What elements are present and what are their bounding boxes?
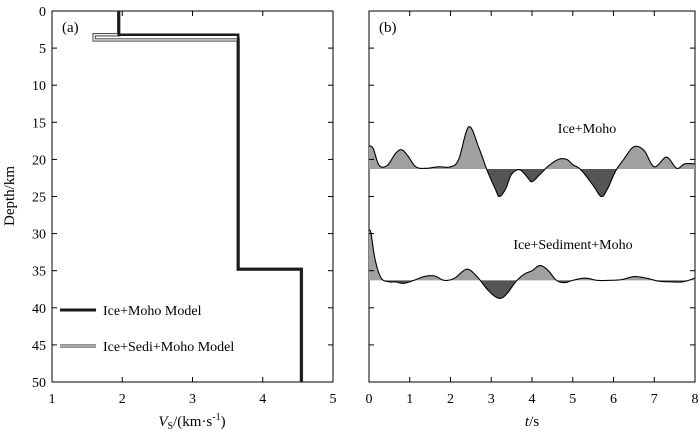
annotation-ice-moho: Ice+Moho xyxy=(558,122,616,137)
series-ice-sedi-moho-core xyxy=(93,11,302,382)
panel-a-frame xyxy=(51,10,334,383)
xlabel-s: /s xyxy=(529,414,539,430)
panel-b-xtick-label: 4 xyxy=(529,392,536,407)
panel-b-xtick-label: 2 xyxy=(447,392,454,407)
trace-line-ice-moho xyxy=(368,126,696,198)
panel-b-frame xyxy=(368,10,696,383)
panel-a-ytick-label: 30 xyxy=(32,228,46,243)
panel-b: 0 1 2 3 4 5 6 7 8 (b) Ice+Moho Ice+Sediment+Moho… xyxy=(366,10,699,430)
xlabel-close: ) xyxy=(221,414,226,430)
panel-b-xlabel: t/s xyxy=(525,414,539,430)
panel-b-xtick-label: 5 xyxy=(569,392,576,407)
legend-label-ice-moho: Ice+Moho Model xyxy=(103,304,202,319)
series-ice-sedi-moho-outline xyxy=(92,11,304,382)
trace-line-ice-sediment-moho xyxy=(368,229,696,299)
series-ice-moho xyxy=(117,11,303,382)
panel-a-ytick-label: 40 xyxy=(32,302,46,317)
panel-a-ylabel: Depth/km xyxy=(2,166,18,226)
panel-a-ytick-label: 5 xyxy=(39,42,46,57)
trace-fill-positive-ice-moho xyxy=(369,126,695,170)
panel-a-xtick-label: 3 xyxy=(189,392,196,407)
panel-a-label: (a) xyxy=(62,20,79,36)
panel-a-ytick-label: 50 xyxy=(32,376,46,391)
panel-b-xtick-label: 3 xyxy=(488,392,495,407)
panel-b-xtick-label: 0 xyxy=(366,392,373,407)
panel-b-xtick-label: 8 xyxy=(692,392,699,407)
panel-a-ytick-label: 25 xyxy=(32,191,46,206)
panel-b-xtick-label: 6 xyxy=(610,392,617,407)
xlabel-v: V xyxy=(158,414,169,430)
panel-a-xlabel: VS/(km·s-1) xyxy=(158,412,225,432)
legend-label-ice-sedi-moho: Ice+Sedi+Moho Model xyxy=(103,340,234,355)
panel-a-xtick-label: 4 xyxy=(259,392,266,407)
xlabel-sub: S xyxy=(168,421,174,432)
panel-a-ytick-label: 20 xyxy=(32,153,46,168)
panel-a-ytick-label: 15 xyxy=(32,116,46,131)
panel-b-xtick-label: 1 xyxy=(406,392,413,407)
panel-a-ytick-label: 45 xyxy=(32,339,46,354)
panel-a-xtick-label: 5 xyxy=(330,392,337,407)
panel-a-ytick-label: 10 xyxy=(32,79,46,94)
panel-a-ytick-label: 35 xyxy=(32,265,46,280)
panel-a-ytick-label: 0 xyxy=(39,5,46,20)
xlabel-unit: /(km·s xyxy=(173,414,212,430)
panel-a-xtick-label: 1 xyxy=(49,392,56,407)
panel-a-xtick-label: 2 xyxy=(119,392,126,407)
xlabel-t: t xyxy=(525,414,530,430)
annotation-ice-sediment-moho: Ice+Sediment+Moho xyxy=(513,238,632,253)
panel-b-label: (b) xyxy=(379,20,397,36)
trace-fill-negative-ice-sediment-moho xyxy=(369,280,695,299)
legend: Ice+Moho Model Ice+Sedi+Moho Model xyxy=(60,304,234,355)
panel-a-lines xyxy=(92,11,304,382)
panel-b-xtick-label: 7 xyxy=(651,392,658,407)
xlabel-sup: -1 xyxy=(212,412,220,423)
panel-b-ticks: 0 1 2 3 4 5 6 7 8 xyxy=(366,10,699,407)
panel-b-traces xyxy=(368,126,696,299)
trace-fill-negative-ice-moho xyxy=(369,169,695,197)
